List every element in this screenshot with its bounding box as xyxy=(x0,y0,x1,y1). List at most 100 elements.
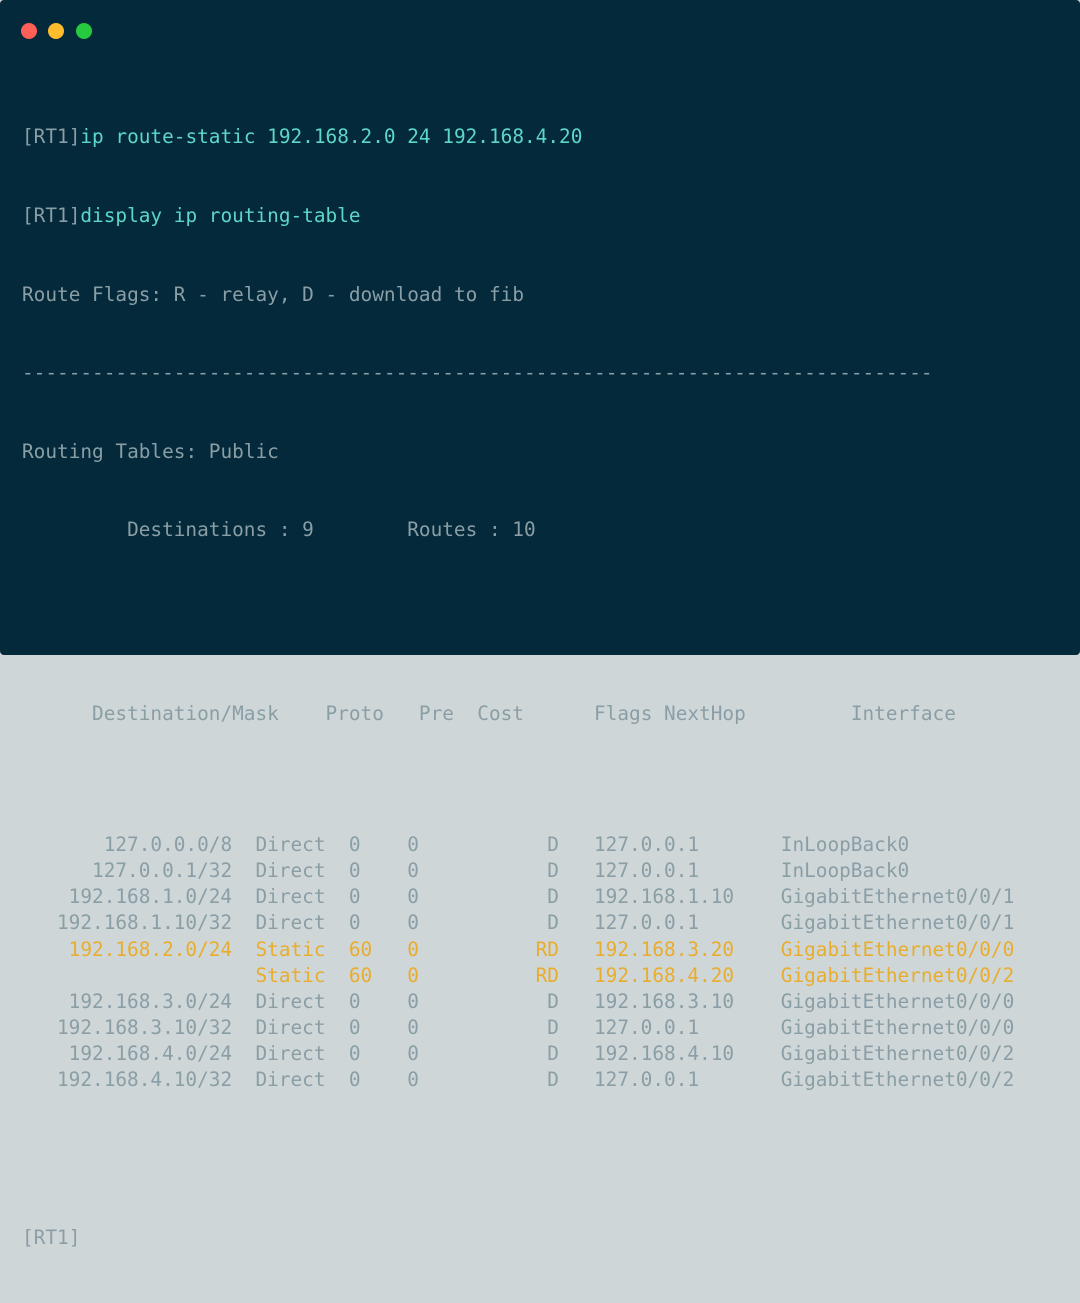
cell-destination: 192.168.2.0/24 xyxy=(68,937,233,961)
prompt-line: [RT1] xyxy=(22,1225,1014,1251)
close-window-button[interactable] xyxy=(21,23,37,39)
cell-proto: Direct xyxy=(255,885,326,909)
cell-pre: 60 xyxy=(348,937,373,961)
cell-cost: 0 xyxy=(407,832,419,856)
cell-proto: Direct xyxy=(255,1068,326,1092)
cell-proto: Direct xyxy=(255,1016,326,1040)
command-text: display ip routing-table xyxy=(80,204,361,227)
cell-cost: 0 xyxy=(407,937,419,961)
terminal-window: [RT1]ip route-static 192.168.2.0 24 192.… xyxy=(0,0,1080,1249)
cell-interface: GigabitEthernet0/0/2 xyxy=(780,1042,1015,1066)
cell-interface: InLoopBack0 xyxy=(780,858,910,882)
cell-cost: 0 xyxy=(407,858,419,882)
table-row: 127.0.0.0/8 Direct 0 0 D 127.0.0.1 InLoopBack0 xyxy=(22,832,1014,858)
cell-proto: Direct xyxy=(255,858,326,882)
cell-cost: 0 xyxy=(407,911,419,935)
cell-nexthop: 127.0.0.1 xyxy=(593,911,700,935)
table-row: Static 60 0 RD 192.168.4.20 GigabitEthernet0/… xyxy=(22,963,1014,989)
cell-nexthop: 127.0.0.1 xyxy=(593,1068,700,1092)
cell-flags: D xyxy=(547,832,559,856)
cell-flags: RD xyxy=(535,937,559,961)
cell-flags: D xyxy=(547,858,559,882)
routing-table-rows: 127.0.0.0/8 Direct 0 0 D 127.0.0.1 InLoopBack0… xyxy=(22,832,1014,1094)
maximize-window-button[interactable] xyxy=(76,23,92,39)
header-flags: Flags xyxy=(594,701,653,725)
cell-proto: Direct xyxy=(255,1042,326,1066)
cell-cost: 0 xyxy=(407,963,419,987)
cell-destination: 192.168.1.10/32 xyxy=(57,911,233,935)
cell-flags: RD xyxy=(535,963,559,987)
cell-destination: 127.0.0.0/8 xyxy=(103,832,233,856)
cell-destination: 127.0.0.1/32 xyxy=(92,858,233,882)
cell-cost: 0 xyxy=(407,989,419,1013)
cell-destination: 192.168.1.0/24 xyxy=(68,885,233,909)
cell-destination: 192.168.4.0/24 xyxy=(68,1042,233,1066)
header-destination: Destination/Mask xyxy=(92,701,279,725)
cell-interface: InLoopBack0 xyxy=(780,832,910,856)
cell-nexthop: 192.168.3.20 xyxy=(593,937,735,961)
terminal-output[interactable]: [RT1]ip route-static 192.168.2.0 24 192.… xyxy=(22,72,1014,1303)
prompt: [RT1] xyxy=(22,125,81,149)
table-row: 192.168.4.0/24 Direct 0 0 D 192.168.4.10 Gigab… xyxy=(22,1041,1015,1067)
header-cost: Cost xyxy=(477,701,524,725)
cell-proto: Static xyxy=(255,963,326,987)
cell-pre: 0 xyxy=(348,989,361,1013)
cell-flags: D xyxy=(547,885,559,909)
header-interface: Interface xyxy=(850,701,956,725)
table-header: Destination/Mask Proto Pre Cost Flags NextHop… xyxy=(22,675,1014,725)
cell-interface: GigabitEthernet0/0/2 xyxy=(780,963,1015,987)
prompt: [RT1] xyxy=(22,204,81,227)
cell-flags: D xyxy=(547,989,559,1013)
cell-destination: 192.168.3.10/32 xyxy=(57,1016,233,1040)
cell-nexthop: 192.168.4.20 xyxy=(593,963,735,987)
cell-interface: GigabitEthernet0/0/0 xyxy=(780,937,1015,961)
cell-flags: D xyxy=(547,1042,559,1066)
cell-interface: GigabitEthernet0/0/1 xyxy=(780,885,1015,909)
header-nexthop: NextHop xyxy=(664,701,746,725)
cell-pre: 0 xyxy=(348,885,361,909)
table-row: 192.168.1.0/24 Direct 0 0 D 192.168.1.10 Gigab… xyxy=(22,884,1015,910)
cell-proto: Direct xyxy=(255,911,326,935)
cell-interface: GigabitEthernet0/0/0 xyxy=(780,1016,1015,1040)
destinations-count: Destinations : 9 xyxy=(127,518,314,542)
cell-flags: D xyxy=(547,1016,559,1040)
tables-title: Routing Tables: Public xyxy=(22,439,279,463)
cell-cost: 0 xyxy=(407,885,419,909)
separator: ----------------------------------------… xyxy=(22,361,933,385)
cell-pre: 0 xyxy=(348,1068,361,1092)
cell-interface: GigabitEthernet0/0/1 xyxy=(780,911,1015,935)
cell-nexthop: 127.0.0.1 xyxy=(593,1016,700,1040)
routes-count: Routes : 10 xyxy=(407,518,536,542)
cell-pre: 0 xyxy=(348,1042,361,1066)
table-row: 192.168.4.10/32 Direct 0 0 D 127.0.0.1 Gigabit… xyxy=(22,1067,1014,1093)
cell-proto: Static xyxy=(255,937,326,961)
cell-interface: GigabitEthernet0/0/2 xyxy=(780,1068,1015,1092)
cell-cost: 0 xyxy=(407,1068,419,1092)
table-row: 192.168.1.10/32 Direct 0 0 D 127.0.0.1 Gigabit… xyxy=(22,910,1014,936)
cell-cost: 0 xyxy=(407,1016,419,1040)
cell-pre: 0 xyxy=(348,911,361,935)
table-row: 192.168.3.10/32 Direct 0 0 D 127.0.0.1 Gigabit… xyxy=(22,1015,1014,1041)
cell-pre: 0 xyxy=(348,832,361,856)
command-line: [RT1]ip route-static 192.168.2.0 24 192.… xyxy=(22,124,1014,150)
cell-flags: D xyxy=(547,1068,559,1092)
cell-pre: 0 xyxy=(348,858,361,882)
table-row: 192.168.3.0/24 Direct 0 0 D 192.168.3.10 Gigab… xyxy=(22,989,1015,1015)
cell-flags: D xyxy=(547,911,559,935)
prompt: [RT1] xyxy=(22,1225,81,1249)
cell-nexthop: 192.168.1.10 xyxy=(593,885,735,909)
cell-pre: 0 xyxy=(348,1016,361,1040)
cell-proto: Direct xyxy=(255,832,326,856)
cell-nexthop: 127.0.0.1 xyxy=(593,832,700,856)
cell-pre: 60 xyxy=(348,963,373,987)
cell-nexthop: 127.0.0.1 xyxy=(593,858,700,882)
header-proto: Proto xyxy=(325,701,384,725)
minimize-window-button[interactable] xyxy=(48,23,64,39)
cell-nexthop: 192.168.4.10 xyxy=(593,1042,735,1066)
cell-nexthop: 192.168.3.10 xyxy=(593,989,735,1013)
header-pre: Pre xyxy=(418,701,454,725)
cell-proto: Direct xyxy=(255,989,326,1013)
command-line: [RT1]display ip routing-table xyxy=(22,203,1014,229)
table-row: 192.168.2.0/24 Static 60 0 RD 192.168.3.20 Gig… xyxy=(22,937,1015,963)
cell-destination: 192.168.4.10/32 xyxy=(57,1068,233,1092)
